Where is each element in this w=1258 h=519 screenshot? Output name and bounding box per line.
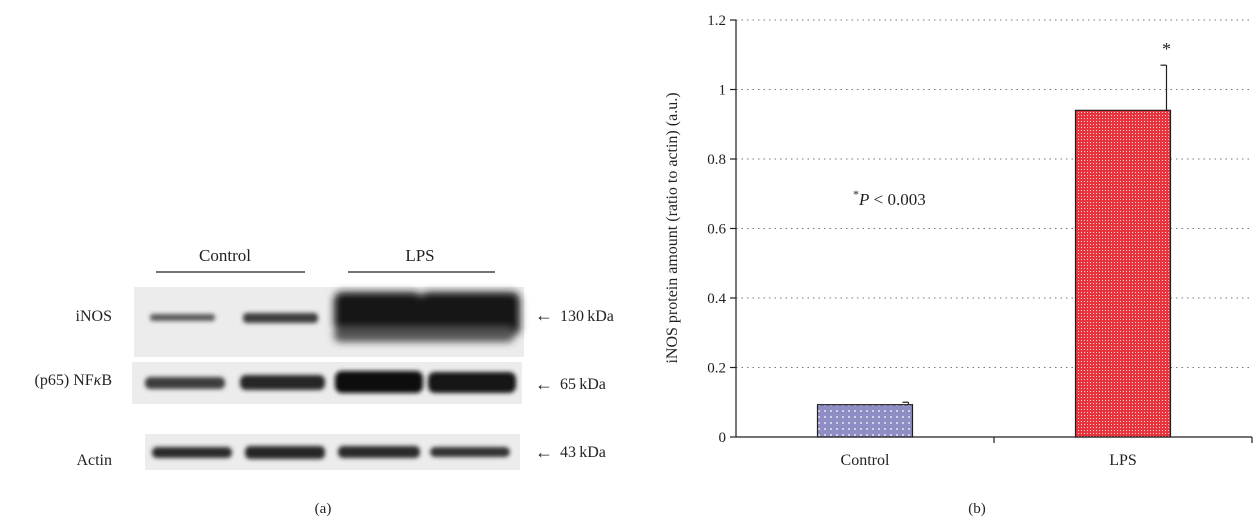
y-tick-label: 0.4 <box>707 291 726 307</box>
marker-label-nfkb: 65 kDa <box>560 376 606 393</box>
arrow-icon: ← <box>535 305 553 325</box>
significance-star: * <box>1162 39 1171 59</box>
bar-chart: * 0 0.2 0.4 0.6 0.8 1 1.2 Control LPS iNOS prote… <box>664 13 1253 517</box>
row-label-nfkb: (p65) NFκB <box>35 372 112 389</box>
significance-note: *P < 0.003 <box>853 187 926 209</box>
y-tick-label: 0.2 <box>707 361 726 377</box>
chart-bars: * <box>816 39 1172 438</box>
blot-strip-inos <box>134 287 524 357</box>
western-blot-panel: Control LPS <box>35 246 614 517</box>
group-label-lps: LPS <box>405 246 434 265</box>
y-tick-label: 0.8 <box>707 152 726 168</box>
x-tick-label: LPS <box>1109 452 1137 469</box>
panel-b-caption: (b) <box>968 501 986 517</box>
arrow-icon: ← <box>535 374 553 394</box>
panel-a-caption: (a) <box>315 501 332 517</box>
y-axis-label: iNOS protein amount (ratio to actin) (a.… <box>664 92 681 363</box>
chart-grid <box>736 19 1252 368</box>
chart-ticks: 0 0.2 0.4 0.6 0.8 1 1.2 Control LPS <box>707 13 1253 469</box>
marker-label-actin: 43 kDa <box>560 444 606 461</box>
y-tick-label: 0 <box>719 430 727 446</box>
bar-lps <box>1074 109 1172 438</box>
y-tick-label: 1 <box>719 83 727 99</box>
x-tick-label: Control <box>841 452 890 469</box>
marker-label-inos: 130 kDa <box>560 308 614 325</box>
row-label-actin: Actin <box>76 452 112 469</box>
row-label-inos: iNOS <box>76 308 112 325</box>
group-label-control: Control <box>199 246 251 265</box>
y-tick-label: 1.2 <box>707 13 726 29</box>
bar-control <box>816 404 914 438</box>
blot-strip-actin <box>145 434 520 470</box>
blot-strip-nfkb <box>132 362 522 404</box>
arrow-icon: ← <box>535 442 553 462</box>
y-tick-label: 0.6 <box>707 222 726 238</box>
